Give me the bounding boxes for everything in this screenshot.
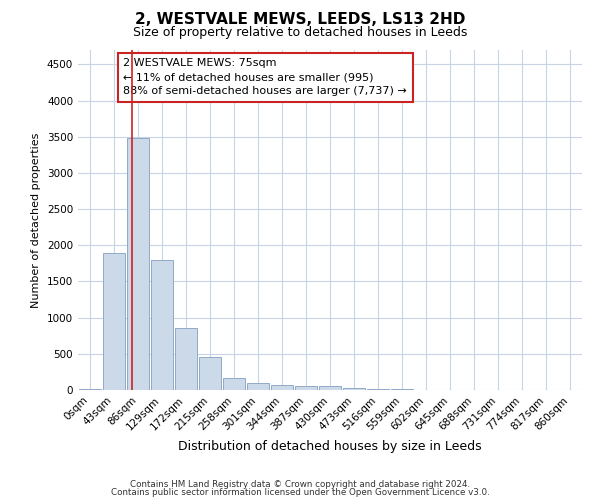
Text: Size of property relative to detached houses in Leeds: Size of property relative to detached ho… <box>133 26 467 39</box>
Text: 2, WESTVALE MEWS, LEEDS, LS13 2HD: 2, WESTVALE MEWS, LEEDS, LS13 2HD <box>135 12 465 28</box>
Y-axis label: Number of detached properties: Number of detached properties <box>31 132 41 308</box>
Bar <box>271 385 293 390</box>
Bar <box>295 386 317 390</box>
Bar <box>103 252 125 390</box>
Bar <box>127 138 149 390</box>
Bar <box>79 388 101 390</box>
Bar <box>151 260 173 390</box>
Text: 2 WESTVALE MEWS: 75sqm
← 11% of detached houses are smaller (995)
88% of semi-de: 2 WESTVALE MEWS: 75sqm ← 11% of detached… <box>124 58 407 96</box>
Bar <box>175 328 197 390</box>
Bar <box>223 378 245 390</box>
Text: Contains HM Land Registry data © Crown copyright and database right 2024.: Contains HM Land Registry data © Crown c… <box>130 480 470 489</box>
Bar <box>199 358 221 390</box>
Bar <box>247 383 269 390</box>
Bar <box>367 389 389 390</box>
X-axis label: Distribution of detached houses by size in Leeds: Distribution of detached houses by size … <box>178 440 482 453</box>
Text: Contains public sector information licensed under the Open Government Licence v3: Contains public sector information licen… <box>110 488 490 497</box>
Bar <box>319 386 341 390</box>
Bar <box>343 388 365 390</box>
